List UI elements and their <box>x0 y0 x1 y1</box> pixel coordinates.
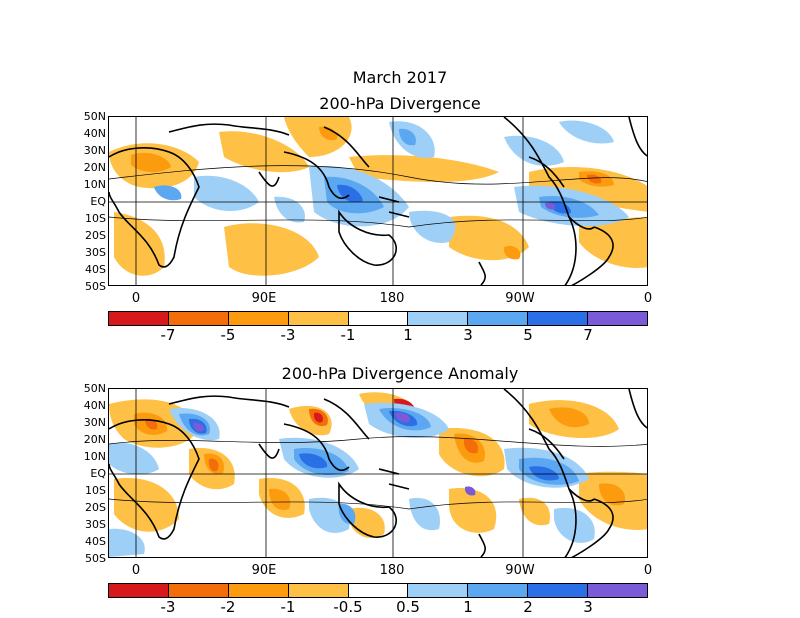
lat-label: 30N <box>83 416 106 429</box>
colorbar-label: 1 <box>463 598 473 616</box>
colorbar-label: 0.5 <box>396 598 420 616</box>
colorbar-swatch <box>588 312 648 325</box>
colorbar-label: -1 <box>340 326 356 344</box>
colorbar-swatch <box>528 312 589 325</box>
colorbar-label: 1 <box>403 326 413 344</box>
lat-label: 10N <box>83 178 106 191</box>
figure-title: March 2017 <box>352 68 448 87</box>
colorbar-label: 2 <box>523 598 533 616</box>
lat-label: 40S <box>85 535 106 548</box>
lon-label: 0 <box>643 291 653 306</box>
colorbar-swatch <box>109 312 169 325</box>
lat-label: 50N <box>83 110 106 123</box>
colorbar-swatch <box>348 584 409 597</box>
colorbar-label: -0.5 <box>333 598 363 616</box>
colorbar-swatch <box>288 584 349 597</box>
lat-label: 10S <box>85 212 106 225</box>
panel2-title: 200-hPa Divergence Anomaly <box>281 364 519 383</box>
colorbar-swatch <box>228 312 289 325</box>
lat-label: 50S <box>85 280 106 293</box>
lat-label: EQ <box>90 195 106 208</box>
lon-label: 180 <box>379 563 405 578</box>
lon-label: 0 <box>643 563 653 578</box>
colorbar-swatch <box>588 584 648 597</box>
colorbar-swatch <box>109 584 169 597</box>
panel1-title: 200-hPa Divergence <box>319 94 481 113</box>
lon-label: 90W <box>505 291 535 306</box>
lat-label: 10N <box>83 450 106 463</box>
colorbar-label: -2 <box>220 598 236 616</box>
colorbar-label: 5 <box>523 326 533 344</box>
colorbar-swatch <box>408 312 469 325</box>
lat-label: EQ <box>90 467 106 480</box>
colorbar-swatch <box>468 312 529 325</box>
colorbar-label: 7 <box>583 326 593 344</box>
colorbar-label: -3 <box>160 598 176 616</box>
lat-label: 20N <box>83 433 106 446</box>
lon-label: 90E <box>251 563 277 578</box>
lat-label: 30S <box>85 518 106 531</box>
lon-label: 90W <box>505 563 535 578</box>
lon-label: 0 <box>131 291 141 306</box>
lat-label: 40N <box>83 399 106 412</box>
colorbar-label: -7 <box>160 326 176 344</box>
colorbar-label: 3 <box>463 326 473 344</box>
panel1-colorbar <box>108 311 648 326</box>
lat-label: 10S <box>85 484 106 497</box>
colorbar-swatch <box>348 312 409 325</box>
colorbar-swatch <box>168 584 229 597</box>
colorbar-label: 3 <box>583 598 593 616</box>
colorbar-swatch <box>408 584 469 597</box>
lat-label: 20S <box>85 229 106 242</box>
lat-label: 40N <box>83 127 106 140</box>
lon-label: 180 <box>379 291 405 306</box>
colorbar-swatch <box>468 584 529 597</box>
lat-label: 40S <box>85 263 106 276</box>
colorbar-label: -5 <box>220 326 236 344</box>
colorbar-label: -1 <box>280 598 296 616</box>
lat-label: 50S <box>85 552 106 565</box>
panel2-colorbar <box>108 583 648 598</box>
divergence-map <box>108 116 648 286</box>
colorbar-swatch <box>288 312 349 325</box>
lat-label: 20N <box>83 161 106 174</box>
colorbar-swatch <box>168 312 229 325</box>
lon-label: 0 <box>131 563 141 578</box>
lat-label: 20S <box>85 501 106 514</box>
divergence-anomaly-map <box>108 388 648 558</box>
lat-label: 30N <box>83 144 106 157</box>
lon-label: 90E <box>251 291 277 306</box>
colorbar-swatch <box>528 584 589 597</box>
colorbar-swatch <box>228 584 289 597</box>
colorbar-label: -3 <box>280 326 296 344</box>
lat-label: 30S <box>85 246 106 259</box>
lat-label: 50N <box>83 382 106 395</box>
